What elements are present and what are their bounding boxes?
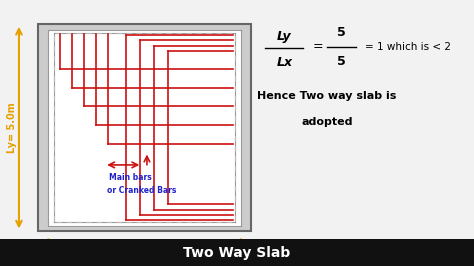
Text: 5: 5 <box>337 26 346 39</box>
Bar <box>48 30 241 226</box>
Text: adopted: adopted <box>301 117 353 127</box>
Text: Hence Two way slab is: Hence Two way slab is <box>257 91 397 101</box>
Text: Two Way Slab: Two Way Slab <box>183 246 291 260</box>
Bar <box>0 239 474 266</box>
Text: Lx: Lx <box>276 56 292 69</box>
Text: Lx= 5.0m: Lx= 5.0m <box>119 251 170 261</box>
Bar <box>38 24 251 231</box>
Text: Ly= 5.0m: Ly= 5.0m <box>7 102 17 153</box>
Text: 5: 5 <box>337 55 346 68</box>
Text: = 1 which is < 2: = 1 which is < 2 <box>365 41 451 52</box>
Text: =: = <box>313 40 323 53</box>
Text: Ly: Ly <box>277 30 292 43</box>
Text: or Cranked Bars: or Cranked Bars <box>107 186 176 195</box>
Text: Main bars: Main bars <box>109 173 152 182</box>
